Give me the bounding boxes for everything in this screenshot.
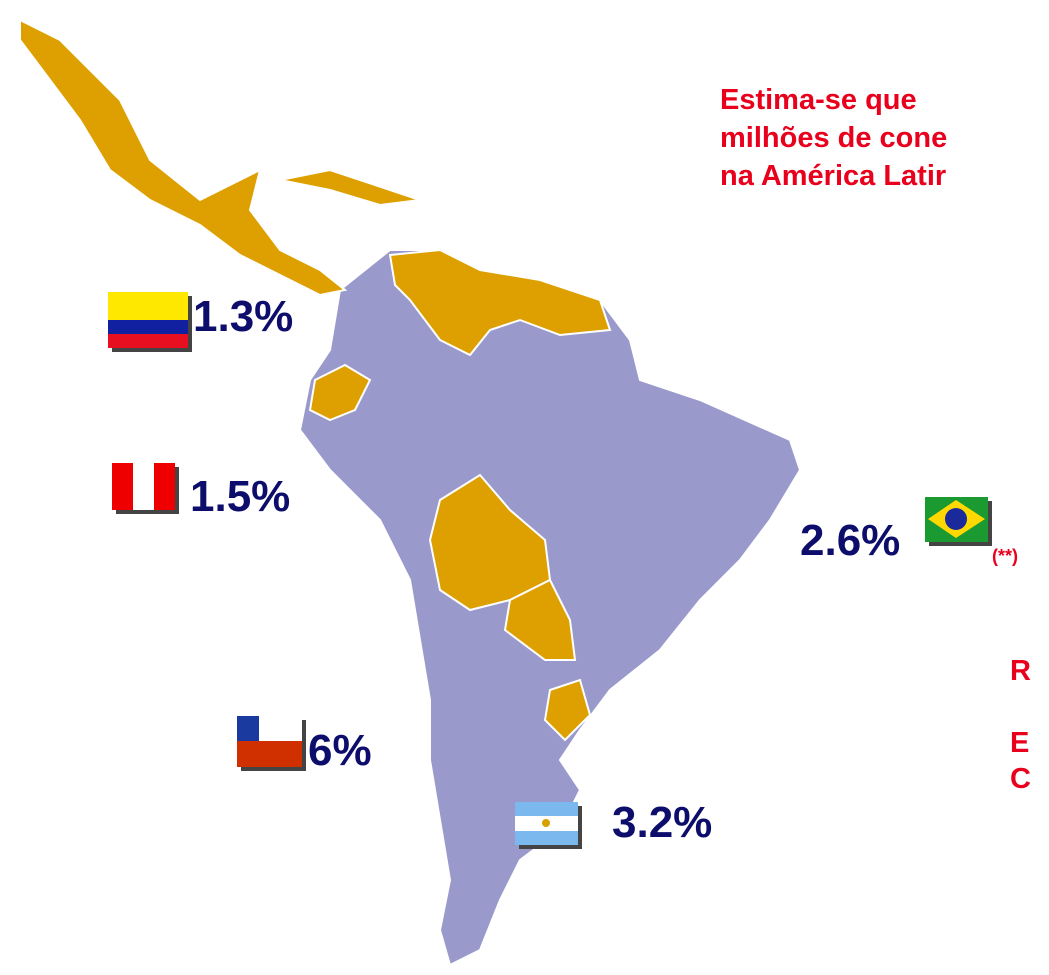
intro-line: milhões de cone	[720, 122, 948, 154]
ecuador	[308, 363, 372, 422]
flag-argentina	[515, 802, 582, 849]
uruguay	[543, 678, 592, 742]
country-label: 3.2%	[612, 798, 713, 847]
caribbean	[279, 168, 421, 207]
side-letter: E	[1010, 727, 1030, 759]
flag-colombia	[108, 292, 192, 352]
mexico-central-america	[19, 18, 348, 297]
country-label: 1.3%	[193, 292, 294, 341]
side-letter: R	[1010, 655, 1031, 687]
paraguay	[503, 578, 577, 661]
country-label: 2.6%	[800, 516, 901, 565]
flag-peru	[112, 463, 179, 514]
intro-line: na América Latir	[720, 160, 947, 192]
country-label: 1.5%	[190, 472, 291, 521]
venezuela-guianas	[388, 248, 612, 357]
country-label: 6%	[308, 726, 372, 775]
country-note: (**)	[992, 546, 1018, 566]
side-letter: C	[1010, 763, 1031, 795]
flag-brazil	[925, 497, 992, 546]
intro-line: Estima-se que	[720, 84, 917, 116]
flag-chile	[237, 716, 306, 771]
